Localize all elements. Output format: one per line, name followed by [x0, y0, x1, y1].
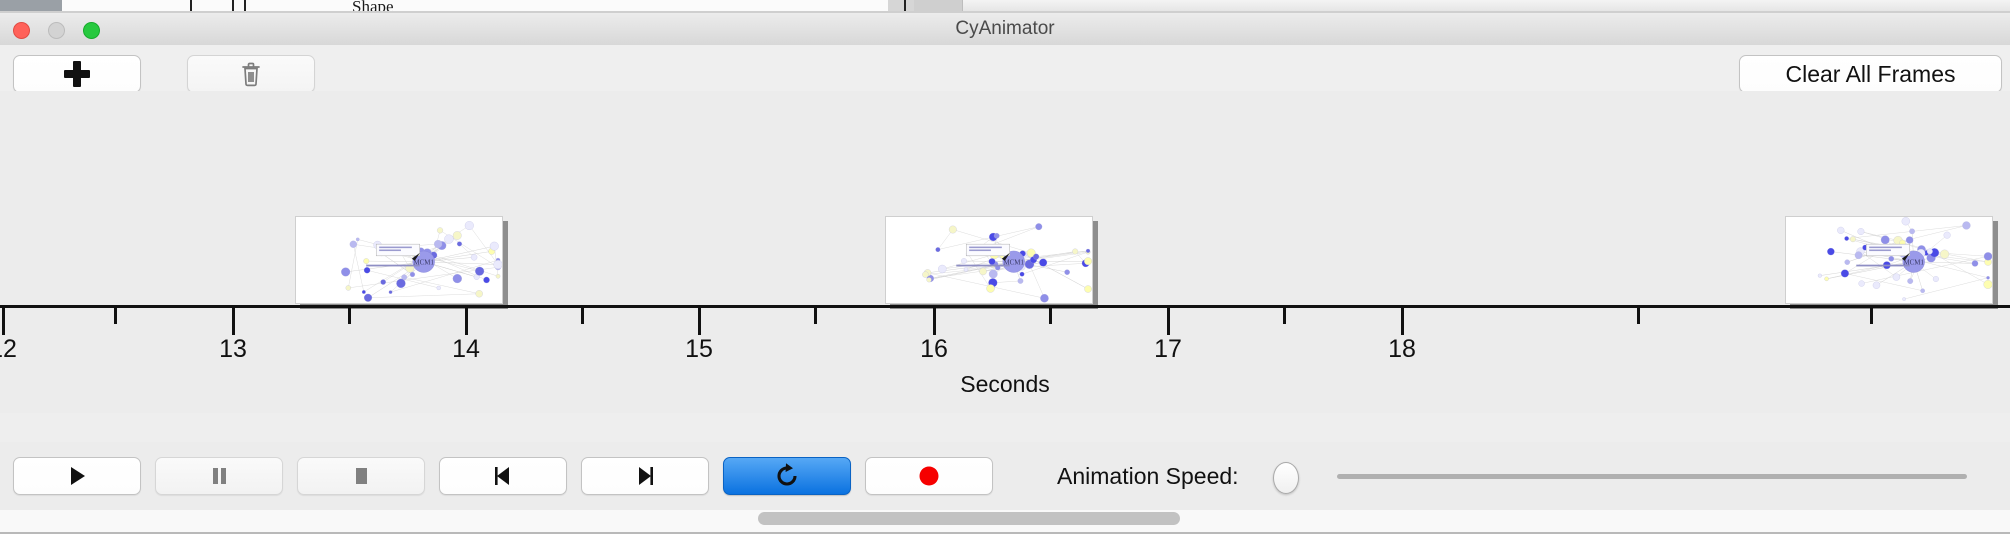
- skip-to-end-button[interactable]: [581, 457, 709, 495]
- pause-button[interactable]: [155, 457, 283, 495]
- titlebar: CyAnimator: [0, 13, 2010, 46]
- animation-speed-label: Animation Speed:: [1057, 463, 1239, 489]
- ruler-tick-label: 12: [0, 335, 17, 363]
- ruler-tick-label: 17: [1154, 335, 1182, 363]
- timeline-frame-thumbnail[interactable]: MCM1: [1785, 216, 1993, 304]
- minimize-button[interactable]: [48, 22, 65, 39]
- scrollbar-thumb[interactable]: [758, 512, 1180, 525]
- ruler-axis: [0, 305, 2010, 308]
- background-app-dark-segment: [0, 0, 62, 13]
- timeline-panel[interactable]: MCM1 MCM1 MCM1 Seconds 12 13 14 15 16 17 18: [0, 91, 2010, 534]
- ruler-tick-minor: [814, 308, 817, 324]
- stop-button[interactable]: [297, 457, 425, 495]
- trash-icon: [240, 61, 262, 87]
- ruler-tick-minor: [1283, 308, 1286, 324]
- stop-icon: [348, 463, 374, 489]
- ruler-tick-major: [2, 308, 5, 335]
- maximize-button[interactable]: [83, 22, 100, 39]
- ruler-tick-label: 14: [452, 335, 480, 363]
- play-button[interactable]: [13, 457, 141, 495]
- clear-all-frames-button[interactable]: Clear All Frames: [1739, 55, 2002, 93]
- loop-icon: [773, 462, 801, 490]
- ruler-tick-major: [1167, 308, 1170, 335]
- background-app-segment: [914, 0, 963, 13]
- play-icon: [64, 463, 90, 489]
- delete-frame-button[interactable]: [187, 55, 315, 93]
- ruler-tick-label: 15: [685, 335, 713, 363]
- background-app-mark: [232, 0, 234, 13]
- svg-text:MCM1: MCM1: [1904, 259, 1925, 266]
- pause-icon: [206, 463, 232, 489]
- ruler-tick-label: 18: [1388, 335, 1416, 363]
- skip-forward-icon: [632, 463, 658, 489]
- window-controls: [13, 22, 100, 39]
- slider-track[interactable]: [1337, 474, 1967, 479]
- loop-button[interactable]: [723, 457, 851, 495]
- clear-all-frames-label: Clear All Frames: [1785, 60, 1956, 87]
- svg-text:MCM1: MCM1: [414, 259, 435, 266]
- ruler-tick-major: [933, 308, 936, 335]
- ruler-tick-label: 16: [920, 335, 948, 363]
- ruler-tick-minor: [581, 308, 584, 324]
- timeline-frame-thumbnail[interactable]: MCM1: [885, 216, 1093, 304]
- svg-text:MCM1: MCM1: [1004, 259, 1025, 266]
- background-app-mark: [190, 0, 192, 13]
- close-button[interactable]: [13, 22, 30, 39]
- ruler-tick-major: [698, 308, 701, 335]
- ruler-tick-label: 13: [219, 335, 247, 363]
- timeline-ruler[interactable]: Seconds 12 13 14 15 16 17 18: [0, 305, 2010, 405]
- animation-speed-slider[interactable]: [1273, 457, 1967, 495]
- ruler-tick-major: [465, 308, 468, 335]
- background-app-divider: [0, 11, 2010, 13]
- window-title: CyAnimator: [955, 18, 1055, 39]
- add-frame-button[interactable]: [13, 55, 141, 93]
- record-button[interactable]: [865, 457, 993, 495]
- background-app-mark: [904, 0, 906, 13]
- ruler-tick-minor: [1049, 308, 1052, 324]
- slider-thumb[interactable]: [1273, 462, 1299, 494]
- background-app-strip: Shape: [0, 0, 2010, 13]
- ruler-tick-major: [232, 308, 235, 335]
- ruler-tick-minor: [348, 308, 351, 324]
- frames-area[interactable]: MCM1 MCM1 MCM1: [0, 91, 2010, 309]
- plus-icon: [64, 61, 90, 87]
- ruler-tick-minor: [114, 308, 117, 324]
- ruler-tick-major: [1401, 308, 1404, 335]
- record-icon: [916, 463, 942, 489]
- ruler-unit-label: Seconds: [960, 371, 1050, 397]
- ruler-tick-minor: [1870, 308, 1873, 324]
- ruler-tick-minor: [1637, 308, 1640, 324]
- background-app-label: Shape: [352, 0, 394, 13]
- background-app-mark: [244, 0, 246, 13]
- skip-back-icon: [490, 463, 516, 489]
- skip-to-start-button[interactable]: [439, 457, 567, 495]
- timeline-frame-thumbnail[interactable]: MCM1: [295, 216, 503, 304]
